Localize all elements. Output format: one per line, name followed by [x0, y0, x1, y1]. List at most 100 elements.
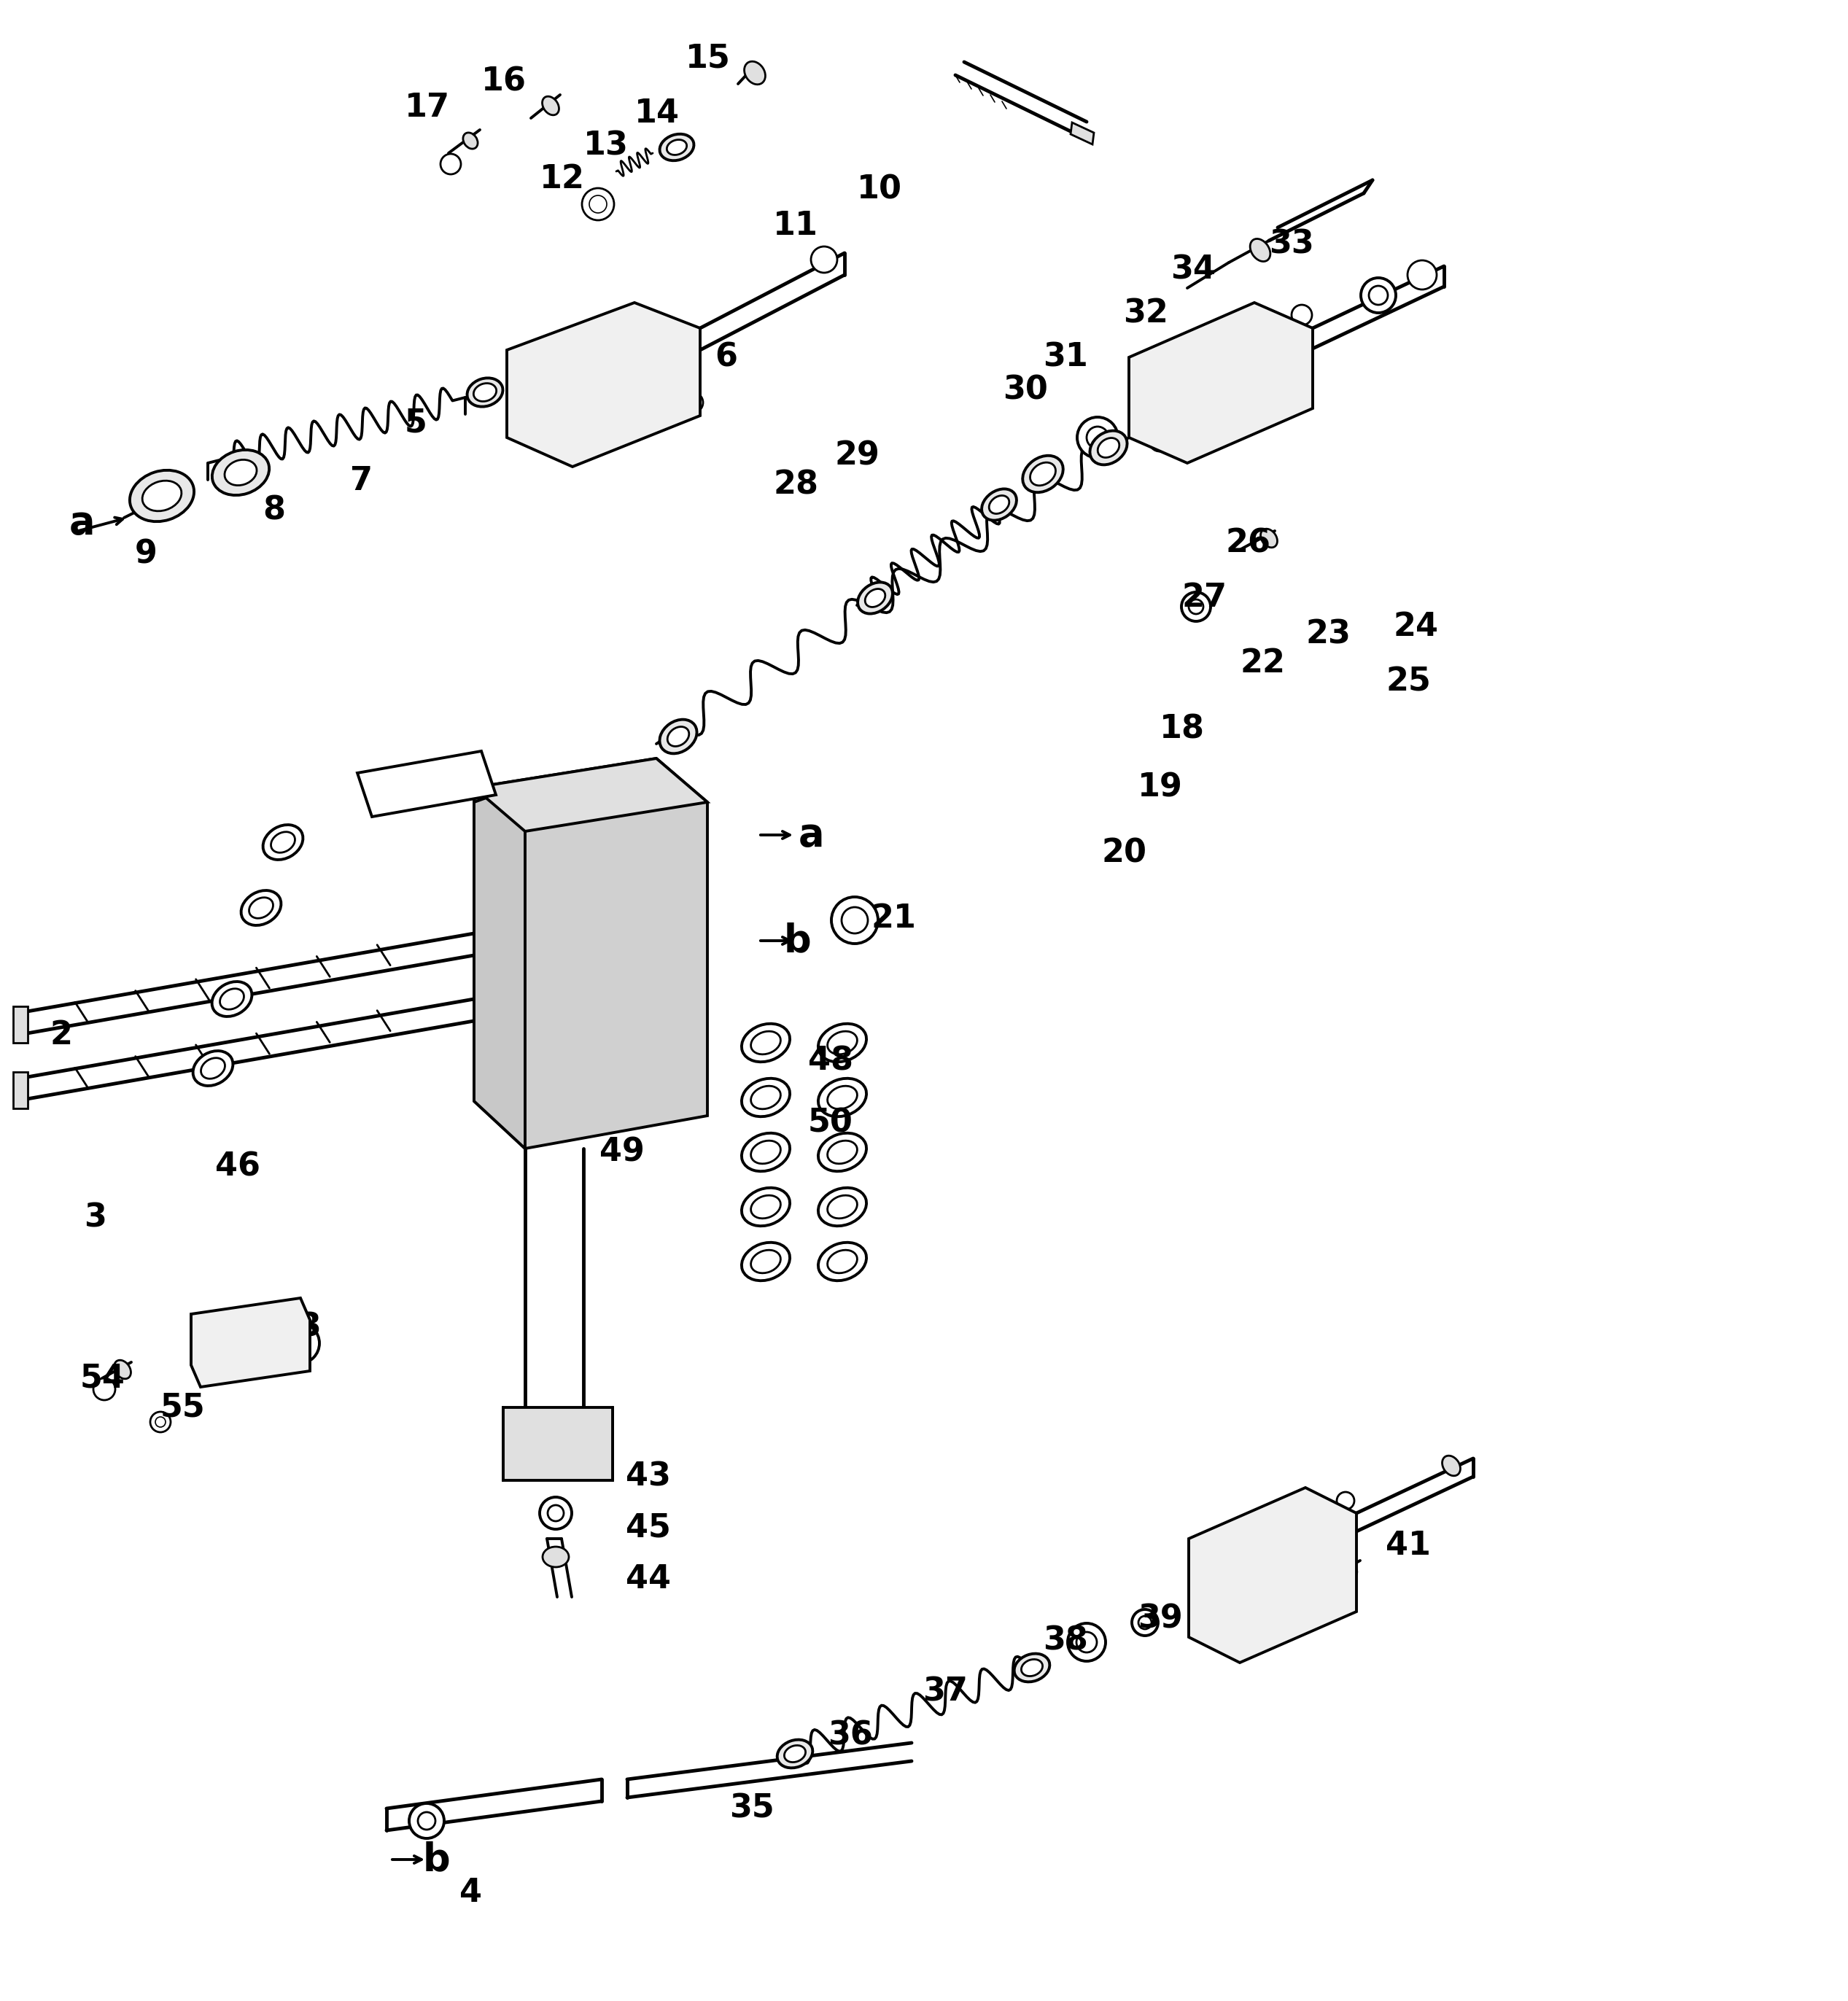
Circle shape [602, 906, 626, 930]
Text: 31: 31 [1042, 342, 1088, 372]
Ellipse shape [541, 96, 558, 116]
Text: 21: 21 [872, 902, 917, 934]
Ellipse shape [464, 132, 479, 148]
Ellipse shape [262, 824, 303, 860]
Ellipse shape [857, 582, 893, 614]
Ellipse shape [989, 496, 1009, 514]
Circle shape [155, 1417, 166, 1427]
Polygon shape [475, 758, 708, 830]
Circle shape [654, 1059, 695, 1101]
Ellipse shape [784, 1745, 806, 1763]
Circle shape [1369, 286, 1388, 304]
Text: 53: 53 [277, 1311, 322, 1343]
Text: 18: 18 [1159, 714, 1205, 744]
Text: 51: 51 [438, 768, 482, 800]
Text: 4: 4 [460, 1877, 482, 1909]
Circle shape [1336, 1579, 1355, 1597]
Circle shape [1209, 1621, 1225, 1639]
Text: 11: 11 [772, 210, 819, 242]
Ellipse shape [543, 1547, 569, 1567]
Circle shape [534, 898, 575, 938]
Text: 20: 20 [1101, 838, 1146, 868]
Circle shape [593, 898, 634, 938]
Text: 34: 34 [1170, 254, 1216, 286]
Circle shape [662, 1069, 686, 1091]
Text: b: b [423, 1841, 451, 1879]
Text: 28: 28 [772, 470, 819, 500]
Circle shape [1076, 1633, 1098, 1653]
Text: 26: 26 [1225, 528, 1270, 558]
Ellipse shape [213, 982, 251, 1017]
Circle shape [1131, 1609, 1159, 1635]
Circle shape [1149, 430, 1170, 452]
Circle shape [1068, 1623, 1105, 1661]
Circle shape [1181, 592, 1210, 620]
Ellipse shape [220, 988, 244, 1009]
Circle shape [418, 1813, 436, 1829]
Text: 23: 23 [1305, 618, 1351, 650]
Ellipse shape [741, 1079, 789, 1117]
Ellipse shape [1022, 456, 1063, 492]
Text: 41: 41 [1386, 1531, 1430, 1561]
Circle shape [512, 352, 532, 374]
Ellipse shape [142, 480, 181, 510]
Ellipse shape [745, 62, 765, 84]
Ellipse shape [750, 1031, 780, 1055]
Text: 16: 16 [480, 66, 527, 98]
Circle shape [543, 906, 565, 930]
Text: 7: 7 [349, 466, 373, 496]
Text: 5: 5 [405, 408, 427, 438]
Ellipse shape [1098, 438, 1120, 458]
Circle shape [534, 1059, 575, 1101]
Text: 33: 33 [1270, 228, 1314, 260]
Ellipse shape [660, 134, 693, 160]
Text: 43: 43 [626, 1461, 671, 1493]
Ellipse shape [623, 788, 669, 814]
Ellipse shape [240, 890, 281, 924]
Circle shape [841, 906, 869, 932]
Text: 19: 19 [1138, 772, 1183, 802]
Text: 42: 42 [1312, 1563, 1358, 1595]
Ellipse shape [249, 898, 274, 918]
Circle shape [408, 1803, 444, 1839]
Text: 30: 30 [1003, 374, 1048, 406]
Text: 9: 9 [135, 538, 157, 570]
Circle shape [662, 906, 686, 930]
Circle shape [540, 1497, 571, 1529]
Ellipse shape [1029, 462, 1055, 486]
Text: 55: 55 [161, 1393, 205, 1423]
Circle shape [1408, 260, 1436, 290]
Circle shape [530, 426, 551, 446]
Ellipse shape [741, 1025, 789, 1063]
Ellipse shape [129, 470, 194, 522]
Text: 15: 15 [686, 42, 730, 74]
Ellipse shape [1249, 238, 1270, 262]
Circle shape [543, 826, 565, 850]
Text: 29: 29 [835, 440, 880, 472]
Circle shape [593, 818, 634, 858]
Text: 49: 49 [599, 1137, 645, 1169]
Circle shape [582, 188, 614, 220]
Ellipse shape [1255, 1557, 1295, 1591]
Circle shape [1292, 304, 1312, 326]
Ellipse shape [1177, 348, 1262, 416]
Ellipse shape [1090, 430, 1127, 464]
Text: 36: 36 [828, 1721, 872, 1751]
Ellipse shape [1015, 1653, 1050, 1683]
Ellipse shape [562, 788, 610, 814]
Text: 3: 3 [83, 1203, 107, 1233]
Polygon shape [1188, 1487, 1356, 1663]
Ellipse shape [667, 726, 689, 746]
Text: 1: 1 [599, 772, 621, 802]
Circle shape [543, 986, 565, 1011]
Ellipse shape [819, 1133, 867, 1171]
Text: 44: 44 [626, 1563, 671, 1595]
Text: 17: 17 [405, 92, 449, 124]
Circle shape [543, 1069, 565, 1091]
Circle shape [602, 986, 626, 1011]
Ellipse shape [750, 1087, 780, 1109]
Text: 50: 50 [808, 1107, 854, 1139]
Polygon shape [503, 1407, 612, 1481]
Ellipse shape [828, 1195, 857, 1219]
Ellipse shape [741, 1243, 789, 1281]
